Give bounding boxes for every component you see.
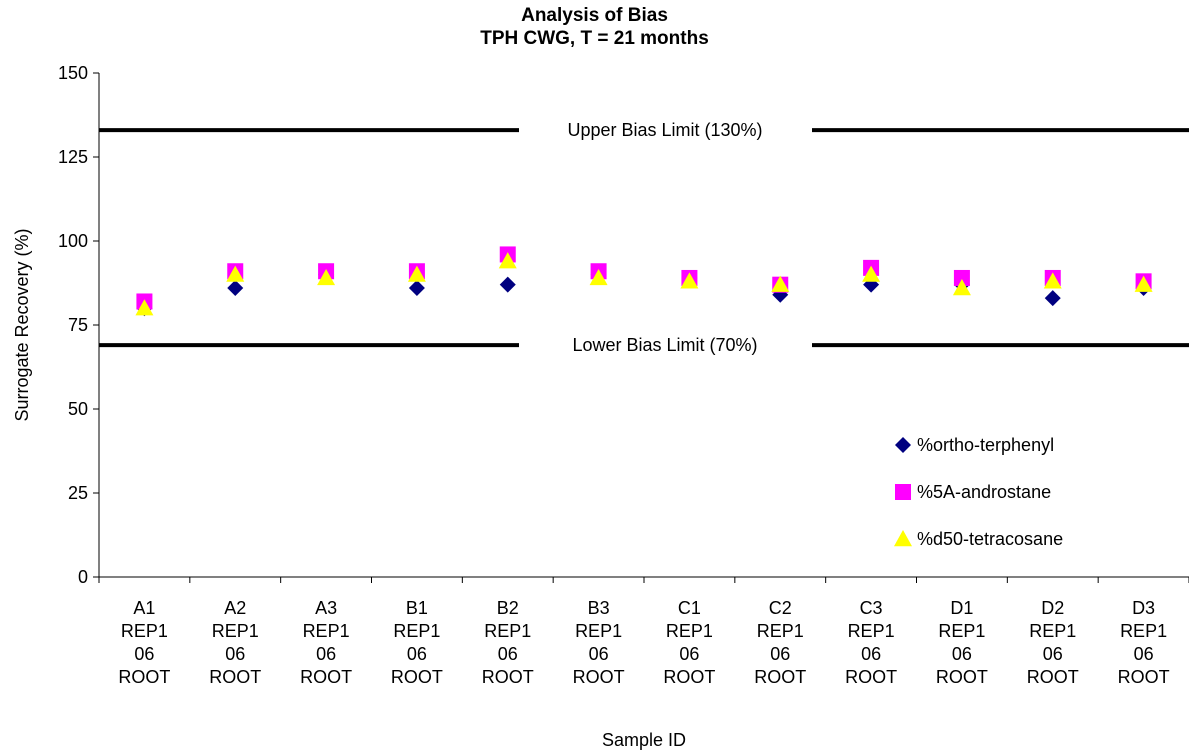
- data-point-triangle: [135, 299, 154, 316]
- data-marks: [135, 246, 1153, 317]
- x-tick-label: A3 REP1 06 ROOT: [300, 598, 352, 687]
- data-point-triangle: [680, 272, 699, 289]
- legend: %ortho-terphenyl %5A-androstane %d50-tetra…: [894, 435, 1063, 549]
- data-point-triangle: [498, 252, 517, 269]
- x-tick-label: A1 REP1 06 ROOT: [118, 598, 170, 687]
- x-tick-label: B1 REP1 06 ROOT: [391, 598, 443, 687]
- bias-limit-label: Lower Bias Limit (70%): [572, 335, 757, 355]
- legend-marker-diamond: [895, 437, 911, 453]
- data-point-diamond: [499, 276, 516, 293]
- legend-marker-triangle: [894, 530, 912, 547]
- y-tick-label: 150: [58, 63, 88, 83]
- x-tick-label: D1 REP1 06 ROOT: [936, 598, 988, 687]
- data-point-triangle: [317, 268, 336, 286]
- data-point-triangle: [226, 265, 245, 282]
- data-point-square: [953, 269, 970, 286]
- x-tick-label: C1 REP1 06 ROOT: [663, 598, 715, 687]
- x-tick-label: B3 REP1 06 ROOT: [573, 598, 625, 687]
- axes: 0 25 50 75 100 125 150 A1 REP1 06 ROOT A2 REP1 06 ROOT…: [58, 63, 1189, 687]
- data-point-triangle: [771, 275, 790, 292]
- data-point-triangle: [1134, 275, 1153, 292]
- x-tick-label: D2 REP1 06 ROOT: [1027, 598, 1079, 687]
- y-tick-label: 100: [58, 231, 88, 251]
- legend-label: %d50-tetracosane: [917, 529, 1063, 549]
- x-tick-label: D3 REP1 06 ROOT: [1118, 598, 1170, 687]
- reference-lines: Upper Bias Limit (130%) Lower Bias Limit …: [99, 120, 1189, 355]
- y-tick-label: 125: [58, 147, 88, 167]
- data-point-triangle: [1043, 272, 1062, 289]
- data-point-triangle: [952, 279, 971, 296]
- y-tick-label: 75: [68, 315, 88, 335]
- x-tick-label: C2 REP1 06 ROOT: [754, 598, 806, 687]
- y-axis-label: Surrogate Recovery (%): [12, 228, 32, 421]
- data-point-triangle: [862, 265, 881, 282]
- x-tick-label: A2 REP1 06 ROOT: [209, 598, 261, 687]
- y-tick-label: 25: [68, 483, 88, 503]
- data-point-triangle: [407, 265, 426, 282]
- chart-title-line-1: Analysis of Bias: [521, 5, 668, 26]
- y-tick-label: 50: [68, 399, 88, 419]
- data-point-triangle: [589, 268, 608, 286]
- bias-limit-label: Upper Bias Limit (130%): [567, 120, 762, 140]
- x-tick-label: C3 REP1 06 ROOT: [845, 598, 897, 687]
- y-tick-label: 0: [78, 567, 88, 587]
- legend-label: %5A-androstane: [917, 482, 1051, 502]
- data-point-diamond: [408, 280, 425, 297]
- chart-title-line-2: TPH CWG, T = 21 months: [480, 28, 709, 49]
- data-point-diamond: [1044, 290, 1061, 307]
- x-tick-label: B2 REP1 06 ROOT: [482, 598, 534, 687]
- data-point-diamond: [227, 280, 244, 297]
- legend-marker-square: [895, 484, 911, 500]
- legend-label: %ortho-terphenyl: [917, 435, 1054, 455]
- x-axis-label: Sample ID: [602, 730, 686, 750]
